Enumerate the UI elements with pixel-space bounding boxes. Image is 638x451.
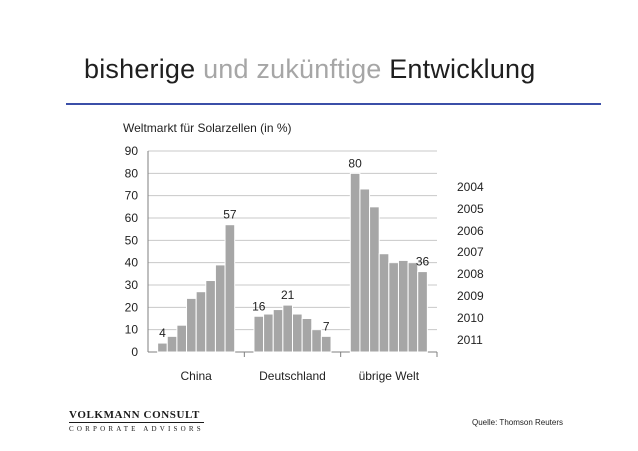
bar	[195, 291, 207, 353]
year-legend-item: 2006	[457, 223, 484, 238]
title-divider	[66, 103, 601, 105]
y-tick-label: 40	[125, 256, 139, 270]
bar	[359, 188, 371, 353]
y-tick-label: 10	[125, 323, 139, 337]
bar	[214, 264, 226, 353]
y-tick-label: 30	[125, 278, 139, 292]
title-part-3: Entwicklung	[389, 54, 536, 84]
bar	[301, 318, 313, 353]
y-tick-label: 60	[125, 211, 139, 225]
year-legend-item: 2008	[457, 267, 484, 282]
bar	[205, 280, 216, 353]
year-legend-item: 2004	[457, 180, 484, 194]
bar	[349, 172, 361, 353]
bar	[282, 304, 294, 353]
data-label: 80	[348, 156, 362, 170]
bar	[292, 313, 303, 353]
bar	[388, 262, 399, 353]
data-label: 16	[252, 299, 266, 313]
y-tick-label: 20	[125, 300, 139, 314]
bar	[157, 342, 168, 353]
data-label: 21	[281, 288, 295, 302]
year-legend-item: 2007	[457, 245, 484, 260]
bar	[186, 297, 197, 353]
company-logo: VOLKMANN CONSULT CORPORATE ADVISORS	[69, 409, 204, 433]
bar	[263, 313, 274, 353]
bar	[311, 329, 322, 353]
bar	[320, 335, 332, 353]
bar	[417, 271, 428, 353]
year-legend-item: 2011	[457, 332, 483, 347]
y-tick-label: 0	[131, 345, 138, 359]
data-label: 36	[416, 255, 430, 269]
logo-sub-text: CORPORATE ADVISORS	[69, 425, 204, 433]
bar	[166, 335, 178, 353]
slide-title: bisherige und zukünftige Entwicklung	[84, 54, 536, 85]
data-label: 4	[159, 326, 166, 340]
x-category-label: China	[180, 369, 212, 383]
bar	[397, 259, 409, 353]
source-note: Quelle: Thomson Reuters	[472, 418, 564, 427]
year-legend-item: 2009	[457, 288, 484, 303]
bar	[407, 262, 419, 353]
bar	[224, 224, 236, 353]
year-legend-item: 2010	[457, 310, 484, 325]
y-tick-label: 70	[125, 189, 139, 203]
data-label: 7	[323, 319, 330, 333]
chart-title: Weltmarkt für Solarzellen (in %)	[123, 121, 292, 135]
bar	[378, 253, 390, 353]
bar	[369, 206, 380, 353]
bar	[253, 315, 265, 353]
y-tick-label: 80	[125, 166, 139, 180]
year-legend-item: 2005	[457, 201, 484, 216]
logo-main-text: VOLKMANN CONSULT	[69, 409, 204, 423]
title-part-1: bisherige	[84, 54, 196, 84]
x-category-label: übrige Welt	[359, 369, 420, 383]
x-category-label: Deutschland	[259, 369, 326, 383]
bar	[272, 309, 284, 353]
data-label: 57	[223, 208, 237, 222]
y-tick-label: 50	[125, 233, 139, 247]
year-legend: 2004 2005 2006 2007 2008 2009 2010 2011	[457, 180, 484, 354]
y-tick-label: 90	[125, 144, 139, 158]
title-part-2: und zukünftige	[203, 54, 382, 84]
bar	[176, 324, 188, 353]
